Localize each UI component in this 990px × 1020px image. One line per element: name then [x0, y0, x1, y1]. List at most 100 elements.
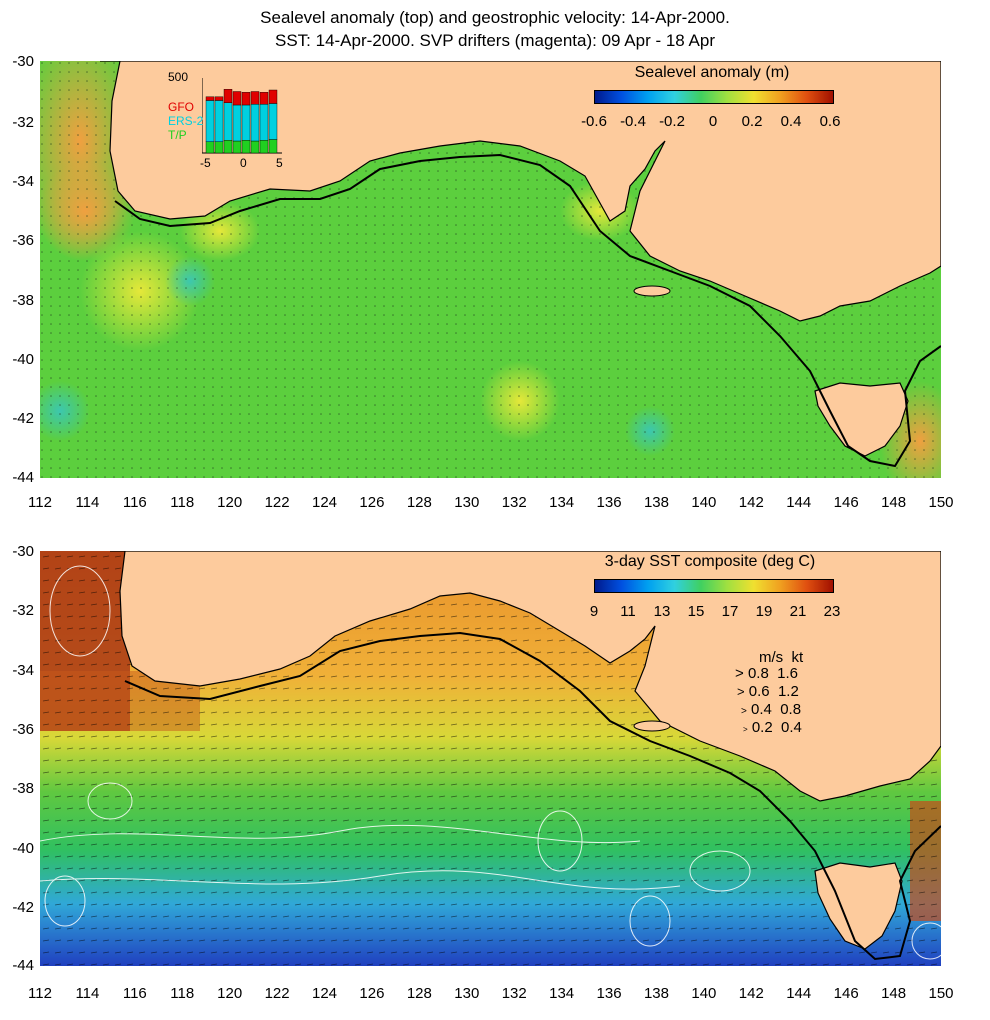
lon-label: 120 — [217, 494, 243, 511]
arrow-icon: > — [735, 665, 744, 682]
lon-label: 142 — [738, 985, 764, 1002]
inset-bar-tp — [268, 139, 278, 154]
shelf-contour — [114, 153, 941, 468]
title-line-1: Sealevel anomaly (top) and geostrophic v… — [260, 8, 730, 27]
title-line-2: SST: 14-Apr-2000. SVP drifters (magenta)… — [274, 31, 716, 50]
lon-label: 116 — [122, 494, 147, 511]
inset-bar-tp — [232, 140, 242, 154]
lon-label: 148 — [881, 494, 907, 511]
lat-label: -42 — [12, 410, 34, 427]
lon-label: 138 — [643, 985, 669, 1002]
lon-label: 128 — [406, 985, 432, 1002]
inset-x-label: 5 — [276, 156, 283, 170]
inset-bar-ers — [214, 100, 224, 142]
lon-label: 144 — [786, 494, 812, 511]
velocity-key: m/s kt > 0.8 1.6 > 0.6 1.2 > 0.4 0.8 > 0… — [735, 649, 845, 739]
inset-bar-gfo — [214, 96, 224, 101]
lat-label: -44 — [12, 957, 34, 974]
lon-label: 136 — [596, 494, 622, 511]
velocity-key-row: > 0.4 0.8 — [741, 701, 802, 718]
inset-bar-gfo — [232, 91, 242, 106]
inset-bar-tp — [241, 140, 251, 154]
inset-bar-ers — [232, 104, 242, 142]
sst-colorbar-label: 13 — [653, 603, 671, 620]
lon-label: 140 — [691, 985, 717, 1002]
inset-bar-gfo — [223, 89, 233, 103]
lon-label: 144 — [786, 985, 812, 1002]
inset-x-label: 0 — [240, 156, 247, 170]
sealevel-map-svg — [40, 61, 941, 478]
inset-bar-tp — [205, 141, 215, 154]
sst-map-svg — [40, 551, 941, 966]
inset-bar-ers — [205, 100, 215, 142]
sealevel-colorbar-label: 0.6 — [819, 113, 841, 130]
inset-bar-ers — [268, 103, 278, 140]
lat-label: -38 — [12, 780, 34, 797]
inset-bar-ers — [223, 102, 233, 141]
lon-label: 118 — [170, 494, 195, 511]
lon-label: 114 — [75, 985, 100, 1002]
lat-label: -32 — [12, 602, 34, 619]
sst-colorbar-label: 21 — [789, 603, 807, 620]
inset-bar-ers — [241, 104, 251, 141]
lon-label: 140 — [691, 494, 717, 511]
inset-bar-ers — [250, 104, 260, 142]
inset-bar-gfo — [259, 92, 269, 105]
lon-label: 122 — [264, 494, 290, 511]
lon-label: 134 — [549, 985, 575, 1002]
inset-ymax-label: 500 — [168, 70, 189, 84]
shelf-contour — [124, 631, 941, 961]
velocity-key-row: > 0.6 1.2 — [737, 683, 799, 700]
lat-label: -44 — [12, 469, 34, 486]
inset-bars — [202, 78, 282, 154]
lon-label: 124 — [312, 494, 338, 511]
sst-colorbar-label: 15 — [687, 603, 705, 620]
sealevel-colorbar-label: 0.2 — [741, 113, 763, 130]
lat-label: -38 — [12, 292, 34, 309]
sst-map — [40, 551, 941, 966]
inset-bar-gfo — [268, 89, 278, 104]
lon-label: 120 — [217, 985, 243, 1002]
lon-label: 142 — [738, 494, 764, 511]
sst-colorbar-label: 23 — [823, 603, 841, 620]
arrow-icon: > — [743, 725, 748, 734]
lat-label: -34 — [12, 662, 34, 679]
satellite-label-ers2: ERS-2 — [168, 114, 204, 128]
satellite-coverage-inset: 500 GFO ERS-2 T/P -5 0 5 — [168, 70, 288, 170]
lat-label: -36 — [12, 232, 34, 249]
sealevel-colorbar — [594, 90, 834, 104]
satellite-label-tp: T/P — [168, 128, 187, 142]
lon-label: 150 — [928, 494, 954, 511]
lon-label: 146 — [833, 985, 859, 1002]
sealevel-colorbar-title: Sealevel anomaly (m) — [634, 64, 790, 81]
sealevel-anomaly-map — [40, 61, 941, 478]
inset-bar-tp — [223, 140, 233, 154]
lon-label: 112 — [28, 985, 52, 1002]
lon-label: 126 — [359, 985, 385, 1002]
inset-bar-tp — [250, 140, 260, 154]
inset-bar-gfo — [241, 92, 251, 106]
velocity-key-row: > 0.2 0.4 — [743, 719, 802, 736]
lon-label: 146 — [833, 494, 859, 511]
land-tasmania — [814, 382, 909, 457]
sealevel-colorbar-label: 0.4 — [780, 113, 802, 130]
lon-label: 124 — [312, 985, 338, 1002]
velocity-key-row: > 0.8 1.6 — [735, 665, 798, 682]
lat-label: -34 — [12, 173, 34, 190]
sealevel-colorbar-label: -0.2 — [659, 113, 685, 130]
lon-label: 130 — [454, 985, 480, 1002]
lat-label: -36 — [12, 721, 34, 738]
land-australia — [100, 61, 941, 322]
lon-label: 128 — [406, 494, 432, 511]
lon-label: 126 — [359, 494, 385, 511]
lat-label: -30 — [12, 543, 34, 560]
inset-bar-tp — [259, 140, 269, 154]
lon-label: 132 — [501, 494, 527, 511]
arrow-icon: > — [741, 706, 747, 717]
sst-colorbar — [594, 579, 834, 593]
sst-colorbar-label: 11 — [620, 603, 636, 620]
velocity-key-header: m/s kt — [759, 649, 804, 666]
sst-colorbar-label: 9 — [589, 603, 599, 620]
satellite-label-gfo: GFO — [168, 100, 194, 114]
sealevel-colorbar-label: -0.4 — [620, 113, 646, 130]
